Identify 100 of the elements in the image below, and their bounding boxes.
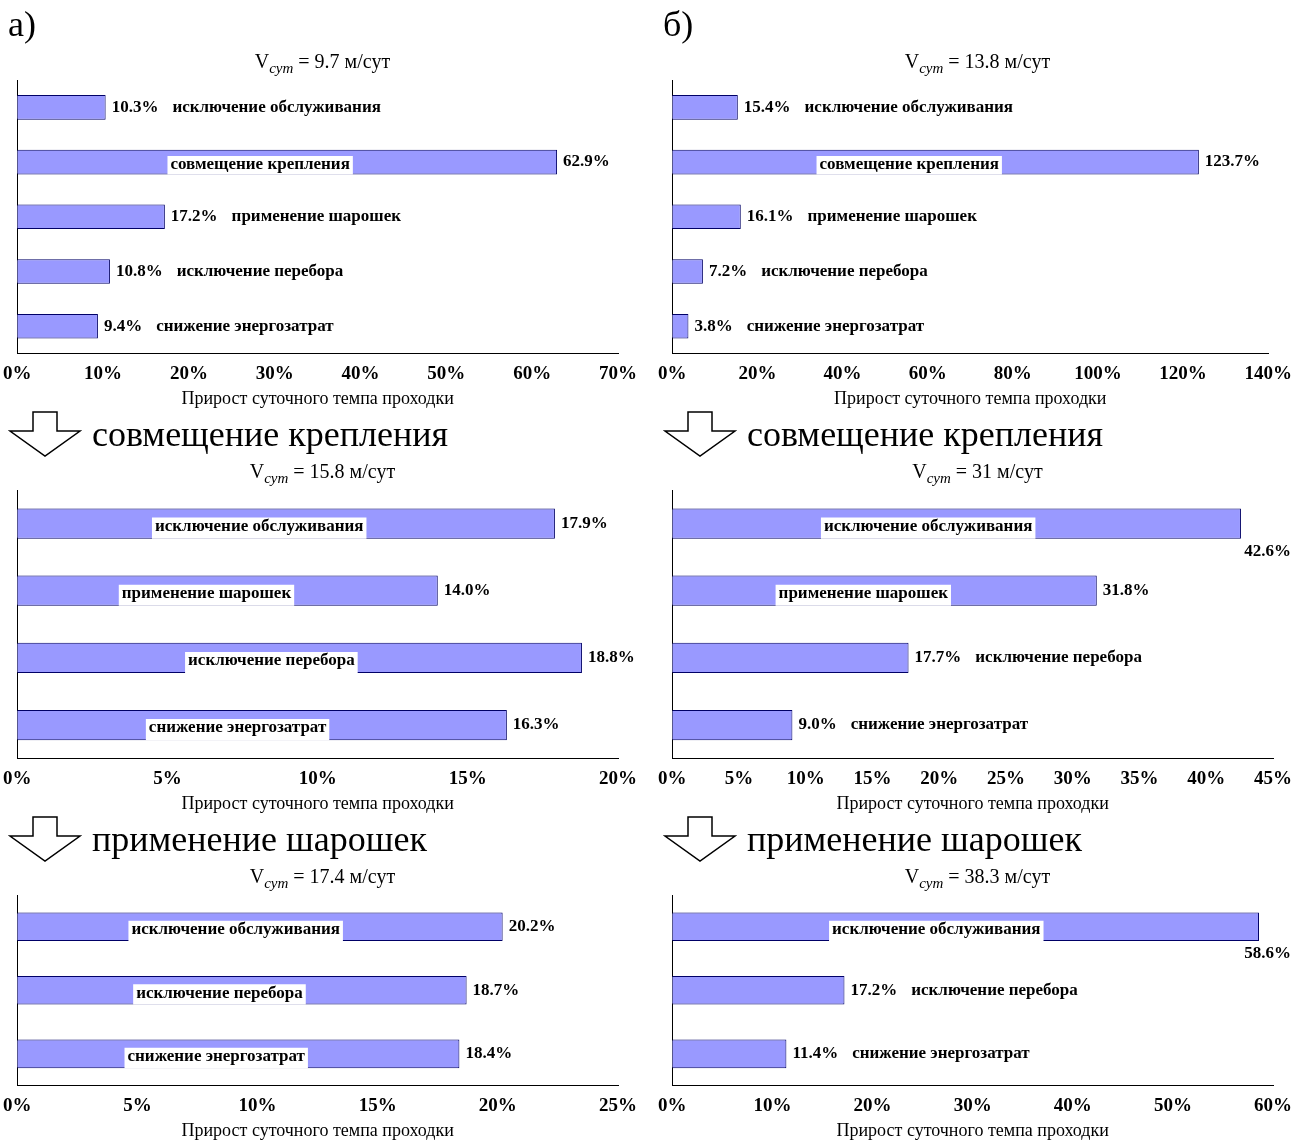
data-label: 14.0%	[443, 580, 491, 600]
data-label: 17.9%	[560, 512, 608, 532]
data-label: 9.4%	[103, 315, 143, 335]
chart-title: V$_{сут}$ = 17.4 м/сут	[248, 864, 397, 891]
data-label: 17.7%	[914, 647, 962, 667]
x-axis-title: Прирост суточного темпа проходки	[181, 1119, 455, 1140]
x-tick-label: 10%	[786, 766, 825, 788]
x-tick-label: 40%	[1053, 1093, 1092, 1115]
x-tick-label: 70%	[599, 361, 637, 383]
x-tick-label: 100%	[1074, 361, 1122, 383]
x-axis-title: Прирост суточного темпа проходки	[181, 792, 455, 813]
x-tick-label: 0%	[658, 361, 687, 383]
chart-title: V$_{сут}$ = 9.7 м/сут	[253, 49, 392, 76]
data-label: 9.0%	[798, 714, 837, 734]
x-tick-label: 15%	[448, 766, 487, 788]
x-tick-label: 0%	[3, 1093, 32, 1115]
x-tick-label: 30%	[953, 1093, 992, 1115]
x-tick-label: 40%	[1187, 766, 1226, 788]
category-label: исключение обслуживания	[823, 515, 1033, 535]
x-tick-label: 25%	[599, 1093, 637, 1115]
category-label: исключение перебора	[975, 647, 1142, 667]
data-label: 3.8%	[694, 315, 733, 335]
category-label: совмещение крепления	[170, 154, 350, 174]
data-label: 31.8%	[1102, 580, 1150, 600]
x-axis-title: Прирост суточного темпа проходки	[836, 792, 1110, 813]
y-tick-label: исключение обслуживания	[154, 515, 364, 535]
text: применение шарошек	[747, 818, 1082, 860]
data-label: 16.1%	[746, 206, 794, 226]
data-label: 7.2%	[708, 260, 748, 280]
x-tick-label: 40%	[823, 361, 862, 383]
x-tick-label: 10%	[298, 766, 337, 788]
data-label: 17.2%	[170, 206, 218, 226]
x-tick-label: 80%	[993, 361, 1032, 383]
x-tick-label: 10%	[753, 1093, 792, 1115]
category-label: исключение обслуживания	[172, 96, 381, 116]
data-label: 18.7%	[472, 979, 520, 999]
chart-title: V$_{сут}$ = 13.8 м/сут	[903, 49, 1052, 76]
x-tick-label: 15%	[853, 766, 892, 788]
category-label: применение шарошек	[778, 583, 948, 603]
data-label: 15.4%	[743, 96, 791, 116]
chart-title: V$_{сут}$ = 15.8 м/сут	[248, 459, 397, 486]
x-tick-label: 0%	[3, 361, 32, 383]
x-tick-label: 50%	[1153, 1093, 1192, 1115]
x-tick-label: 0%	[658, 766, 687, 788]
data-label: 123.7%	[1204, 151, 1261, 171]
chart-title: V$_{сут}$ = 31 м/сут	[911, 459, 1044, 486]
data-label: 11.4%	[792, 1043, 839, 1063]
category-label: исключение обслуживания	[832, 919, 1041, 939]
data-label: 16.3%	[512, 714, 560, 734]
x-tick-label: 120%	[1159, 361, 1207, 383]
x-axis-title: Прирост суточного темпа проходки	[836, 1119, 1110, 1140]
data-label: 18.8%	[587, 647, 635, 667]
x-tick-label: 5%	[153, 766, 182, 788]
text: а)	[8, 3, 36, 45]
data-label: 10.3%	[111, 96, 159, 116]
x-tick-label: 40%	[341, 361, 380, 383]
x-tick-label: 45%	[1254, 766, 1292, 788]
category-label: применение шарошек	[231, 206, 402, 226]
text: совмещение крепления	[747, 413, 1104, 455]
data-label: 62.9%	[563, 151, 610, 171]
x-tick-label: 35%	[1120, 766, 1159, 788]
data-label: 10.8%	[115, 260, 163, 280]
x-tick-label: 60%	[513, 361, 552, 383]
category-label: снижение энергозатрат	[850, 714, 1029, 734]
x-tick-label: 20%	[599, 766, 637, 788]
category-label: применение шарошек	[807, 206, 977, 226]
data-label: 58.6%	[1244, 943, 1291, 963]
x-tick-label: 30%	[1053, 766, 1092, 788]
category-label: совмещение крепления	[819, 154, 999, 174]
x-tick-label: 10%	[84, 361, 123, 383]
category-label: исключение обслуживания	[804, 96, 1014, 116]
x-tick-label: 20%	[478, 1093, 517, 1115]
x-tick-label: 0%	[658, 1093, 687, 1115]
x-tick-label: 5%	[724, 766, 754, 788]
data-label: 20.2%	[508, 916, 556, 936]
x-tick-label: 20%	[853, 1093, 892, 1115]
x-tick-label: 20%	[169, 361, 208, 383]
text: б)	[663, 3, 694, 45]
chart-title: V$_{сут}$ = 38.3 м/сут	[903, 864, 1052, 891]
x-tick-label: 20%	[920, 766, 959, 788]
x-tick-label: 60%	[908, 361, 947, 383]
data-label: 42.6%	[1244, 541, 1291, 561]
x-tick-label: 15%	[358, 1093, 397, 1115]
x-axis-title: Прирост суточного темпа проходки	[181, 387, 455, 408]
data-label: 17.2%	[850, 979, 898, 999]
category-label: снижение энергозатрат	[127, 1046, 305, 1066]
x-tick-label: 20%	[738, 361, 777, 383]
x-tick-label: 50%	[427, 361, 466, 383]
x-tick-label: 5%	[123, 1093, 152, 1115]
category-label: снижение энергозатрат	[852, 1043, 1030, 1063]
category-label: исключение перебора	[761, 260, 928, 280]
x-tick-label: 140%	[1244, 361, 1292, 383]
text: совмещение крепления	[92, 413, 449, 455]
x-tick-label: 25%	[987, 766, 1025, 788]
category-label: снижение энергозатрат	[746, 315, 925, 335]
x-tick-label: 10%	[238, 1093, 277, 1115]
category-label: исключение перебора	[911, 979, 1078, 999]
data-label: 18.4%	[465, 1043, 513, 1063]
x-axis-title: Прирост суточного темпа проходки	[834, 387, 1107, 408]
x-tick-label: 0%	[3, 766, 32, 788]
